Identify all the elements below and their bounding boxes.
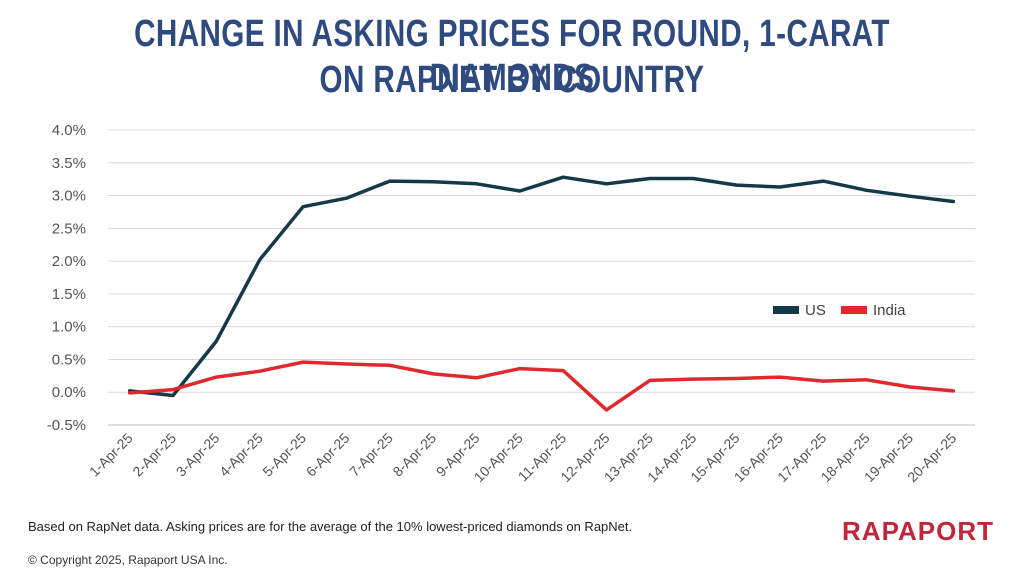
y-tick-label: 1.5% [52, 286, 86, 303]
data-point-us [951, 199, 955, 203]
data-point-india [605, 408, 609, 412]
x-tick-label: 2-Apr-25 [129, 430, 179, 480]
x-tick-label: 7-Apr-25 [346, 430, 396, 480]
data-point-us [171, 394, 175, 397]
data-point-us [301, 205, 305, 209]
legend-swatch-india [841, 306, 867, 314]
data-point-us [388, 179, 392, 183]
footnote: Based on RapNet data. Asking prices are … [28, 519, 633, 534]
data-point-india [214, 375, 218, 379]
series-line-us [127, 175, 956, 398]
data-point-india [258, 369, 262, 373]
x-tick-label: 5-Apr-25 [259, 430, 309, 480]
x-tick-label: 1-Apr-25 [86, 430, 136, 480]
data-point-us [214, 339, 218, 343]
y-tick-label: 0.0% [52, 384, 86, 401]
x-tick-label: 8-Apr-25 [389, 430, 439, 480]
data-point-india [388, 363, 392, 367]
x-tick-label: 6-Apr-25 [303, 430, 353, 480]
y-tick-label: 0.5% [52, 351, 86, 368]
data-point-india [518, 367, 522, 371]
y-tick-label: 3.5% [52, 155, 86, 172]
y-tick-label: 1.0% [52, 319, 86, 336]
data-point-india [908, 385, 912, 389]
data-point-us [691, 177, 695, 181]
data-point-india [735, 376, 739, 380]
chart-title-line-1: CHANGE IN ASKING PRICES FOR ROUND, 1-CAR… [134, 13, 890, 99]
data-point-india [171, 388, 175, 392]
data-point-india [561, 369, 565, 373]
x-tick-label: 4-Apr-25 [216, 430, 266, 480]
legend-label-us: US [805, 302, 826, 319]
x-tick-label: 3-Apr-25 [173, 430, 223, 480]
y-tick-label: -0.5% [47, 417, 86, 434]
chart-title-line-2: ON RAPNET BY COUNTRY [319, 59, 705, 101]
data-point-us [821, 179, 825, 183]
data-point-us [908, 194, 912, 198]
data-point-india [951, 389, 955, 393]
data-point-india [344, 362, 348, 366]
data-point-india [691, 377, 695, 381]
data-point-us [344, 196, 348, 200]
data-point-us [865, 188, 869, 192]
series-line-india [127, 360, 956, 412]
data-point-india [128, 391, 132, 395]
y-tick-label: 3.0% [52, 188, 86, 205]
data-point-us [605, 182, 609, 186]
data-point-us [735, 183, 739, 187]
y-tick-label: 2.5% [52, 220, 86, 237]
data-point-india [865, 378, 869, 382]
data-point-india [778, 375, 782, 379]
data-point-us [518, 189, 522, 193]
legend-swatch-us [773, 306, 799, 314]
copyright: © Copyright 2025, Rapaport USA Inc. [28, 553, 228, 567]
data-point-us [431, 180, 435, 184]
data-point-us [474, 182, 478, 186]
data-point-india [301, 360, 305, 364]
y-tick-label: 4.0% [52, 122, 86, 139]
data-point-india [648, 378, 652, 382]
data-point-india [474, 376, 478, 380]
legend-label-india: India [873, 302, 906, 319]
data-point-us [258, 258, 262, 262]
data-point-india [431, 372, 435, 376]
data-point-india [821, 379, 825, 383]
rapaport-logo: RAPAPORT [842, 516, 994, 546]
data-point-us [778, 185, 782, 189]
data-point-us [648, 177, 652, 181]
data-point-us [561, 175, 565, 179]
y-tick-label: 2.0% [52, 253, 86, 270]
